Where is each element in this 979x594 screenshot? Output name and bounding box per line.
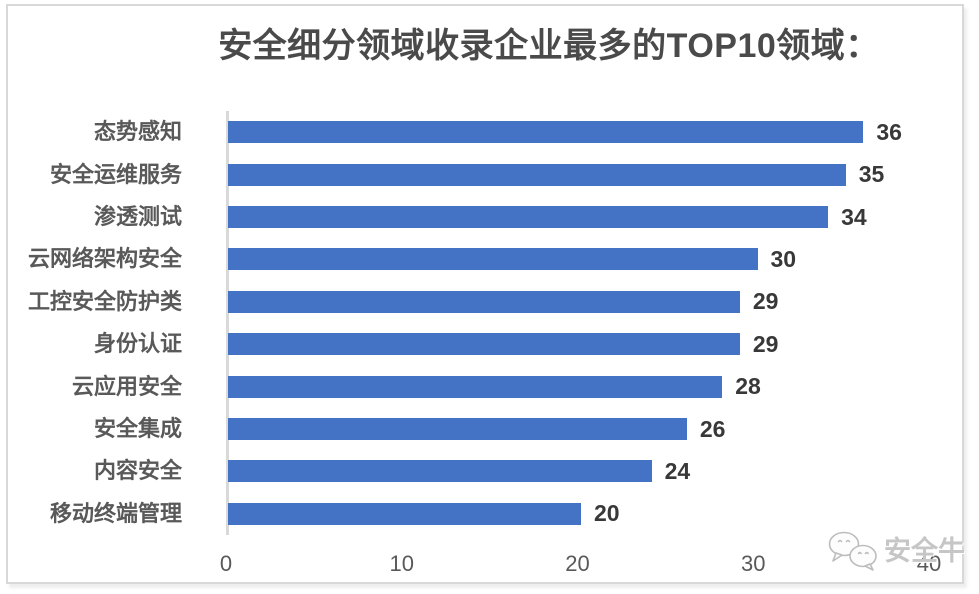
- bar-row: 渗透测试 34: [12, 196, 934, 238]
- chart-frame: 安全细分领域收录企业最多的TOP10领域： 态势感知 36 安全运维服务 35 渗透测试…: [6, 4, 965, 584]
- bar: [228, 418, 687, 441]
- bar-row: 移动终端管理 20: [12, 493, 934, 535]
- value-label: 36: [876, 118, 902, 145]
- category-label: 态势感知: [93, 119, 182, 145]
- watermark-text: 安全牛: [884, 535, 965, 566]
- x-axis-tick-label: 20: [565, 551, 590, 576]
- bar-track: 28: [228, 365, 934, 407]
- category-label: 工控安全防护类: [27, 288, 182, 314]
- value-label: 34: [841, 203, 867, 230]
- bar: [228, 206, 829, 229]
- bar-track: 30: [228, 238, 934, 280]
- bar-row: 安全集成 26: [12, 408, 934, 450]
- bar-track: 26: [228, 408, 934, 450]
- bar-track: 20: [228, 493, 934, 535]
- bar: [228, 333, 740, 356]
- value-label: 24: [664, 457, 691, 484]
- category-label: 身份认证: [93, 331, 182, 357]
- bar-row: 安全运维服务 35: [12, 153, 934, 195]
- wechat-bubbles-icon: [828, 531, 877, 571]
- category-label: 云应用安全: [71, 373, 182, 399]
- category-label: 安全运维服务: [49, 161, 182, 187]
- bar-row: 态势感知 36: [12, 111, 934, 153]
- bar: [228, 375, 723, 398]
- bar-track: 36: [228, 111, 934, 153]
- category-label: 内容安全: [93, 458, 182, 484]
- bar-track: 34: [228, 196, 934, 238]
- bar-track: 29: [228, 281, 934, 323]
- bar: [228, 502, 581, 525]
- value-label: 29: [752, 288, 779, 315]
- y-axis-line: [226, 111, 229, 535]
- bar-row: 内容安全 24: [12, 450, 934, 492]
- bar: [228, 121, 864, 144]
- bar: [228, 248, 758, 271]
- category-label: 安全集成: [93, 415, 182, 441]
- bar: [228, 290, 740, 313]
- watermark: 安全牛: [826, 530, 965, 572]
- bar-row: 工控安全防护类 29: [12, 281, 934, 323]
- value-label: 26: [699, 415, 726, 442]
- bar-chart-plot-area: 态势感知 36 安全运维服务 35 渗透测试 34 云网络架构安全 30 工控安全防护类 29 身份…: [12, 111, 934, 535]
- bar-row: 云应用安全 28: [12, 365, 934, 407]
- value-label: 28: [735, 373, 761, 400]
- bar-track: 29: [228, 323, 934, 365]
- chart-title: 安全细分领域收录企业最多的TOP10领域：: [218, 27, 880, 65]
- x-axis-tick-label: 30: [741, 551, 766, 576]
- x-axis-tick-label: 0: [219, 551, 233, 576]
- value-label: 29: [752, 330, 779, 357]
- bar-row: 云网络架构安全 30: [12, 238, 934, 280]
- bar: [228, 460, 652, 483]
- value-label: 20: [594, 500, 620, 527]
- bar: [228, 163, 846, 186]
- bar-row: 身份认证 29: [12, 323, 934, 365]
- value-label: 35: [858, 161, 885, 188]
- category-label: 移动终端管理: [49, 500, 182, 526]
- bar-track: 35: [228, 153, 934, 195]
- category-label: 云网络架构安全: [27, 246, 182, 272]
- x-axis-tick-label: 40: [916, 551, 942, 576]
- category-label: 渗透测试: [93, 203, 182, 229]
- bar-track: 24: [228, 450, 934, 492]
- value-label: 30: [770, 245, 797, 272]
- x-axis: 0 10 20 30 40: [220, 551, 941, 580]
- x-axis-tick-label: 10: [389, 551, 414, 576]
